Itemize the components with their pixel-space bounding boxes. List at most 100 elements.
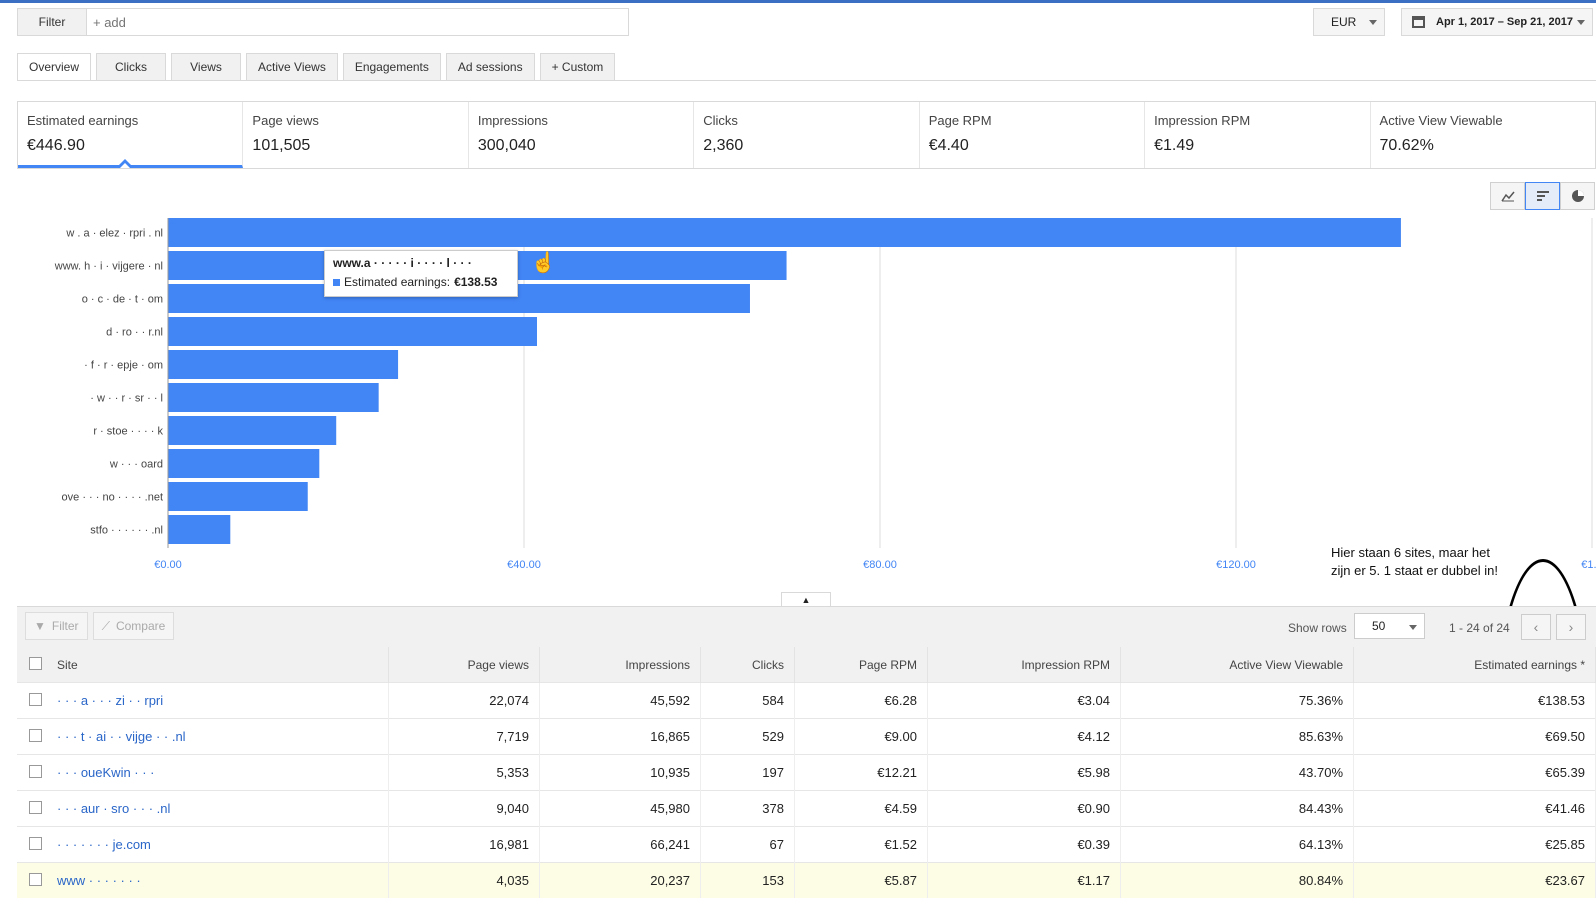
compare-button[interactable]: ⟋Compare	[93, 612, 175, 640]
cell-page-views: 5,353	[389, 755, 540, 791]
currency-select[interactable]: EUR	[1313, 8, 1385, 36]
cell-active-view: 75.36%	[1121, 683, 1354, 719]
col-header-impression-rpm[interactable]: Impression RPM	[928, 647, 1121, 683]
table-row: · · · oueKwin · · · 5,353 10,935 197 €12…	[17, 755, 1596, 791]
row-checkbox[interactable]	[17, 683, 47, 719]
scorecard-value: 2,360	[703, 137, 909, 155]
site-link[interactable]: · · · a · · · zi · · rpri	[47, 683, 389, 719]
cell-impression-rpm: €0.39	[928, 827, 1121, 863]
cell-page-rpm: €5.87	[795, 863, 928, 898]
tab-engagements[interactable]: Engagements	[343, 53, 441, 81]
scorecard-value: €4.40	[929, 137, 1135, 155]
bar	[168, 449, 319, 478]
tab-ad-sessions[interactable]: Ad sessions	[446, 53, 535, 81]
col-header-page-rpm[interactable]: Page RPM	[795, 647, 928, 683]
row-checkbox[interactable]	[17, 863, 47, 898]
bar-chart-button[interactable]	[1525, 182, 1560, 210]
tab-clicks[interactable]: Clicks	[96, 53, 166, 81]
site-link[interactable]: · · · · · · · je.com	[47, 827, 389, 863]
cell-earnings: €41.46	[1354, 791, 1596, 827]
cell-active-view: 85.63%	[1121, 719, 1354, 755]
filter-bar: Filter	[17, 8, 629, 36]
currency-value: EUR	[1331, 15, 1356, 29]
chart-tooltip: www.a · · · · · i · · · · l · · · Estima…	[324, 250, 518, 297]
report-table-area: ▼Filter ⟋Compare Show rows 50 1 - 24 of …	[17, 606, 1596, 882]
cell-page-rpm: €6.28	[795, 683, 928, 719]
tab-views[interactable]: Views	[171, 53, 241, 81]
cell-page-views: 22,074	[389, 683, 540, 719]
cell-active-view: 80.84%	[1121, 863, 1354, 898]
cell-impressions: 66,241	[540, 827, 701, 863]
next-page-button[interactable]: ›	[1556, 614, 1586, 640]
category-label: www. h · i · vijgere · nl	[54, 261, 163, 273]
site-link[interactable]: · · · oueKwin · · ·	[47, 755, 389, 791]
scorecard-label: Active View Viewable	[1380, 113, 1586, 128]
select-all-checkbox[interactable]	[17, 647, 47, 683]
tooltip-swatch	[333, 279, 340, 286]
cell-active-view: 43.70%	[1121, 755, 1354, 791]
cell-impression-rpm: €3.04	[928, 683, 1121, 719]
annotation-note: Hier staan 6 sites, maar het zijn er 5. …	[1331, 544, 1498, 580]
filter-button[interactable]: Filter	[17, 8, 87, 36]
cell-earnings: €65.39	[1354, 755, 1596, 791]
col-header-page-views[interactable]: Page views	[389, 647, 540, 683]
scorecard-value: €446.90	[27, 137, 233, 155]
col-header-clicks[interactable]: Clicks	[701, 647, 795, 683]
site-link[interactable]: · · · t · ai · · vijge · · .nl	[47, 719, 389, 755]
col-header-impressions[interactable]: Impressions	[540, 647, 701, 683]
tab-custom[interactable]: + Custom	[540, 53, 616, 81]
calendar-icon	[1412, 16, 1425, 28]
scorecard-label: Clicks	[703, 113, 909, 128]
x-tick-label: €40.00	[507, 559, 541, 570]
tooltip-title: www.a · · · · · i · · · · l · · ·	[333, 256, 509, 270]
category-label: d · ro · · r.nl	[106, 327, 163, 339]
tab-divider	[17, 80, 1596, 81]
table-filter-label: Filter	[52, 619, 79, 633]
col-header-active-view-viewable[interactable]: Active View Viewable	[1121, 647, 1354, 683]
cell-impression-rpm: €0.90	[928, 791, 1121, 827]
site-link[interactable]: · · · aur · sro · · · .nl	[47, 791, 389, 827]
col-header-estimated-earnings[interactable]: Estimated earnings *	[1354, 647, 1596, 683]
row-checkbox[interactable]	[17, 791, 47, 827]
filter-input[interactable]	[87, 8, 629, 36]
tab-active-views[interactable]: Active Views	[246, 53, 338, 81]
pie-chart-button[interactable]	[1560, 182, 1595, 210]
prev-page-button[interactable]: ‹	[1521, 614, 1551, 640]
table-filter-button[interactable]: ▼ Filter	[25, 612, 88, 640]
col-header-site[interactable]: Site	[47, 647, 389, 683]
row-checkbox[interactable]	[17, 755, 47, 791]
x-tick-label: €120.00	[1216, 559, 1256, 570]
table-row: · · · t · ai · · vijge · · .nl 7,719 16,…	[17, 719, 1596, 755]
tab-overview[interactable]: Overview	[17, 53, 91, 81]
scorecard-value: €1.49	[1154, 137, 1360, 155]
compare-label: Compare	[116, 619, 165, 633]
row-checkbox[interactable]	[17, 719, 47, 755]
scorecard-page-rpm[interactable]: Page RPM €4.40	[920, 102, 1145, 168]
category-label: · w · · r · sr · · l	[90, 393, 163, 405]
chevron-left-icon: ‹	[1534, 619, 1539, 635]
line-chart-button[interactable]	[1490, 182, 1525, 210]
scorecard-estimated-earnings[interactable]: Estimated earnings €446.90	[18, 102, 243, 168]
scorecard-active-view-viewable[interactable]: Active View Viewable 70.62%	[1371, 102, 1595, 168]
site-link[interactable]: www · · · · · · ·	[47, 863, 389, 898]
scorecard-page-views[interactable]: Page views 101,505	[243, 102, 468, 168]
collapse-chart-button[interactable]: ▲	[781, 592, 831, 607]
category-label: r · stoe · · · · k	[93, 426, 163, 438]
category-label: ove · · · no · · · · .net	[62, 492, 163, 504]
date-range-picker[interactable]: Apr 1, 2017 – Sep 21, 2017	[1401, 8, 1593, 36]
scorecard-clicks[interactable]: Clicks 2,360	[694, 102, 919, 168]
x-tick-label: €80.00	[863, 559, 897, 570]
report-tabs: Overview Clicks Views Active Views Engag…	[17, 53, 615, 81]
filter-icon: ▼	[34, 619, 46, 633]
row-checkbox[interactable]	[17, 827, 47, 863]
table-row: · · · aur · sro · · · .nl 9,040 45,980 3…	[17, 791, 1596, 827]
cell-active-view: 84.43%	[1121, 791, 1354, 827]
earnings-bar-chart: €0.00€40.00€80.00€120.00€1...w . a · ele…	[0, 210, 1596, 570]
scorecard-impressions[interactable]: Impressions 300,040	[469, 102, 694, 168]
scorecard-impression-rpm[interactable]: Impression RPM €1.49	[1145, 102, 1370, 168]
table-toolbar: ▼ Filter ⟋Compare	[25, 612, 174, 640]
cell-clicks: 153	[701, 863, 795, 898]
rows-per-page-select[interactable]: 50	[1354, 613, 1425, 639]
tooltip-value: €138.53	[454, 275, 497, 289]
category-label: stfo · · · · · · .nl	[90, 525, 163, 537]
